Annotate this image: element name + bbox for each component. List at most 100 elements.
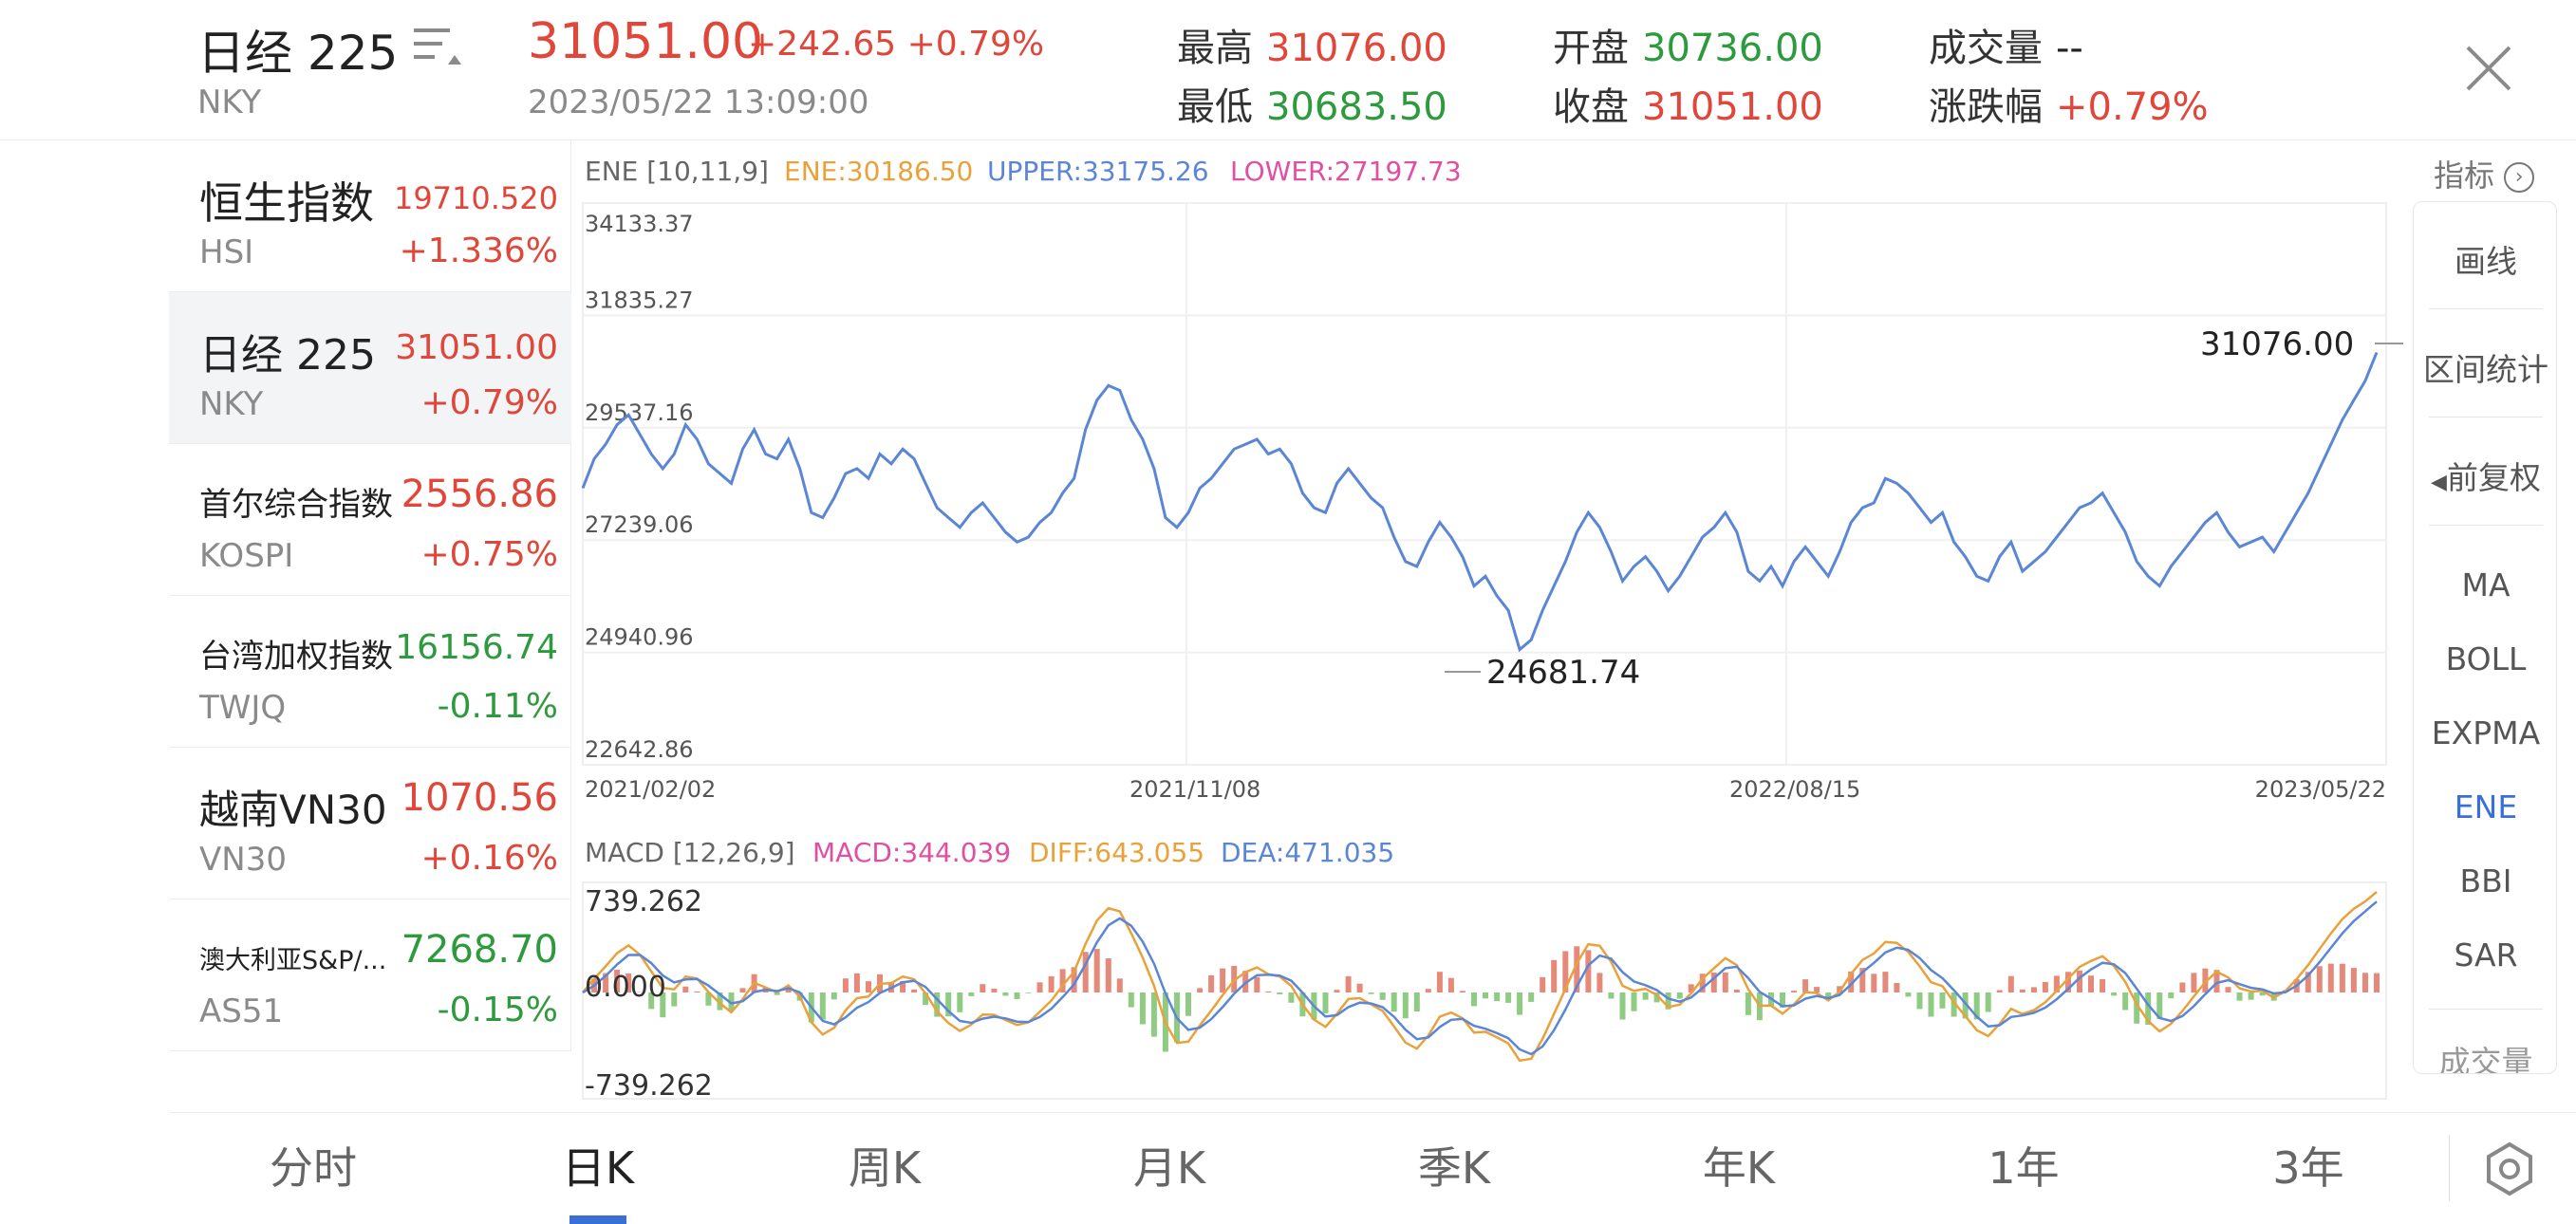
settings-icon[interactable] (2481, 1141, 2538, 1197)
draw-line-button[interactable]: 画线 (2455, 243, 2517, 280)
macd-bar (1814, 987, 1820, 992)
macd-bar (1631, 992, 1637, 1011)
range-stats-button[interactable]: 区间统计 (2423, 351, 2548, 388)
macd-bar (1391, 992, 1397, 1012)
macd-bar (1791, 991, 1798, 992)
indicator-sar[interactable]: SAR (2454, 937, 2518, 974)
chart-area[interactable]: ENE [10,11,9] ENE:30186.50 UPPER:33175.2… (571, 140, 2403, 1108)
macd-bar (2134, 992, 2140, 1024)
macd-bar (1837, 986, 1843, 992)
tab-monthly[interactable]: 月K (1132, 1142, 1206, 1194)
macd-y-max: 739.262 (585, 885, 702, 918)
macd-bar (911, 989, 918, 992)
tab-yearly[interactable]: 年K (1702, 1142, 1776, 1194)
tab-3year[interactable]: 3年 (2272, 1142, 2344, 1194)
macd-bar (1574, 946, 1580, 992)
indicator-button[interactable]: 指标 › (2434, 152, 2535, 195)
macd-bar (1128, 992, 1134, 1008)
macd-bar (1413, 992, 1420, 1011)
macd-bar (1517, 992, 1523, 1015)
tab-weekly[interactable]: 周K (848, 1142, 922, 1194)
macd-bar (625, 973, 632, 992)
macd-bar (2111, 992, 2118, 996)
macd-bar (1220, 968, 1226, 992)
macd-bar (934, 992, 941, 1017)
list-item-hsi[interactable]: 恒生指数 19710.520 HSI +1.336% (169, 140, 571, 292)
x-tick-label: 2021/11/08 (1129, 776, 1260, 803)
indicator-ma[interactable]: MA (2461, 566, 2511, 603)
macd-bar (819, 992, 826, 1020)
tab-intraday[interactable]: 分时 (270, 1142, 357, 1194)
list-item-kospi[interactable]: 首尔综合指数 2556.86 KOSPI +0.75% (169, 444, 571, 596)
tab-1year[interactable]: 1年 (1988, 1142, 2060, 1194)
macd-bar (739, 988, 746, 992)
macd-bar (2179, 982, 2186, 992)
item-code: TWJQ (199, 689, 287, 727)
list-item-nky[interactable]: 日经 225 31051.00 NKY +0.79% (169, 292, 571, 444)
caret-left-icon: ◀ (2431, 471, 2447, 494)
macd-bar (842, 978, 849, 992)
adjustment-button[interactable]: ◀前复权 (2431, 459, 2541, 496)
macd-bar (957, 992, 963, 1012)
kline-chart[interactable]: ENE [10,11,9] ENE:30186.50 UPPER:33175.2… (571, 140, 2403, 1108)
macd-bar (2053, 975, 2060, 992)
macd-bar (1505, 992, 1512, 1003)
stat-volume: 成交量 -- (1929, 27, 2083, 70)
macd-bar (728, 992, 735, 1011)
macd-bar (1071, 967, 1077, 992)
macd-legend-diff: DIFF:643.055 (1029, 837, 1204, 868)
macd-bar (1436, 972, 1443, 992)
macd-bar (2202, 968, 2209, 992)
macd-bar (1985, 992, 1991, 1012)
list-item-as51[interactable]: 澳大利亚S&P/... 7268.70 AS51 -0.15% (169, 899, 571, 1051)
close-icon[interactable] (2458, 38, 2519, 99)
main-chart-frame (582, 202, 2387, 766)
index-name: 日经 225 (197, 26, 399, 81)
ene-legend-lower: LOWER:27197.73 (1230, 156, 1462, 187)
macd-bar (1048, 975, 1055, 992)
macd-bar (1780, 992, 1785, 1008)
indicator-expma[interactable]: EXPMA (2431, 714, 2541, 751)
y-tick-label: 27239.06 (585, 511, 694, 538)
macd-bar (1116, 978, 1123, 992)
list-sort-icon[interactable] (410, 23, 463, 70)
indicator-ene[interactable]: ENE (2454, 788, 2518, 825)
macd-bar (2145, 992, 2152, 1025)
indicator-boll[interactable]: BOLL (2445, 640, 2527, 677)
macd-bar (705, 992, 712, 1006)
macd-legend-macd: MACD:344.039 (812, 837, 1011, 868)
list-item-vn30[interactable]: 越南VN30 1070.56 VN30 +0.16% (169, 748, 571, 899)
y-tick-label: 29537.16 (585, 399, 694, 426)
indicator-volume[interactable]: 成交量 (2438, 1044, 2533, 1074)
macd-bar (831, 992, 837, 1000)
period-tabs: 分时 日K 周K 月K 季K 年K 1年 3年 (169, 1112, 2576, 1224)
indicator-bbi[interactable]: BBI (2459, 862, 2512, 899)
ene-legend-title: ENE [10,11,9] (585, 156, 769, 187)
macd-bar (2191, 973, 2197, 992)
price-series-line (581, 351, 2379, 653)
macd-bar (2042, 981, 2048, 992)
macd-bar (1036, 982, 1043, 992)
list-item-twjq[interactable]: 台湾加权指数 16156.74 TWJQ -0.11% (169, 596, 571, 748)
macd-bar (614, 970, 621, 992)
tab-quarterly[interactable]: 季K (1417, 1142, 1491, 1194)
macd-bar (1197, 988, 1204, 992)
macd-bar (1848, 971, 1855, 992)
macd-bar (1905, 992, 1912, 997)
item-pct: +0.79% (420, 383, 558, 422)
right-toolbar: 画线 区间统计 ◀前复权 MA BOLL EXPMA ENE BBI SAR 成… (2413, 201, 2557, 1074)
macd-bar (785, 987, 792, 992)
item-price: 19710.520 (393, 180, 558, 216)
item-pct: +1.336% (399, 232, 558, 270)
macd-bar (1722, 972, 1728, 992)
macd-bar (1596, 973, 1603, 992)
item-code: HSI (199, 233, 254, 271)
macd-bar (2168, 992, 2175, 999)
macd-y-zero: 0.000 (585, 971, 666, 1004)
macd-bar (2236, 992, 2243, 1001)
macd-bar (853, 973, 860, 992)
tab-daily[interactable]: 日K (561, 1142, 635, 1194)
max-price-label: 31076.00 (2200, 325, 2354, 363)
macd-bar (2305, 972, 2311, 992)
item-name: 台湾加权指数 (199, 638, 393, 676)
